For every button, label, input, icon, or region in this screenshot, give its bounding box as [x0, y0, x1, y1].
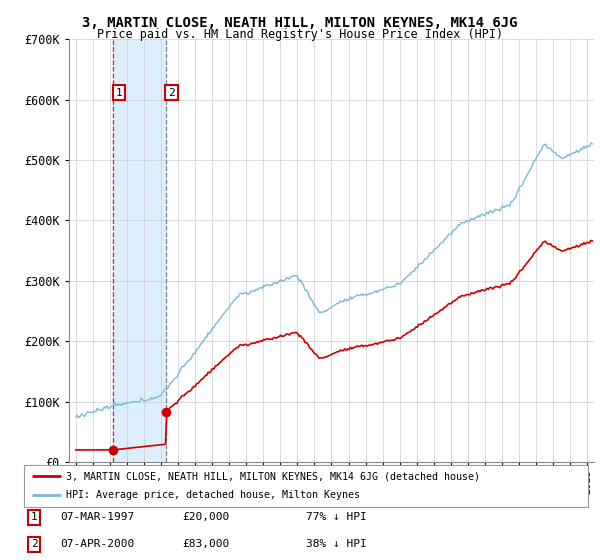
Text: £83,000: £83,000 — [182, 539, 229, 549]
Text: 07-APR-2000: 07-APR-2000 — [61, 539, 135, 549]
Text: 3, MARTIN CLOSE, NEATH HILL, MILTON KEYNES, MK14 6JG: 3, MARTIN CLOSE, NEATH HILL, MILTON KEYN… — [82, 16, 518, 30]
Text: 77% ↓ HPI: 77% ↓ HPI — [306, 512, 367, 522]
Text: 1: 1 — [31, 512, 38, 522]
Text: Price paid vs. HM Land Registry's House Price Index (HPI): Price paid vs. HM Land Registry's House … — [97, 28, 503, 41]
Text: 38% ↓ HPI: 38% ↓ HPI — [306, 539, 367, 549]
Text: 2: 2 — [168, 87, 175, 97]
Text: 2: 2 — [31, 539, 38, 549]
Text: £20,000: £20,000 — [182, 512, 229, 522]
Text: 3, MARTIN CLOSE, NEATH HILL, MILTON KEYNES, MK14 6JG (detached house): 3, MARTIN CLOSE, NEATH HILL, MILTON KEYN… — [66, 471, 481, 481]
Bar — [113, 39, 166, 462]
Text: HPI: Average price, detached house, Milton Keynes: HPI: Average price, detached house, Milt… — [66, 491, 360, 501]
Text: 1: 1 — [116, 87, 122, 97]
Text: 07-MAR-1997: 07-MAR-1997 — [61, 512, 135, 522]
